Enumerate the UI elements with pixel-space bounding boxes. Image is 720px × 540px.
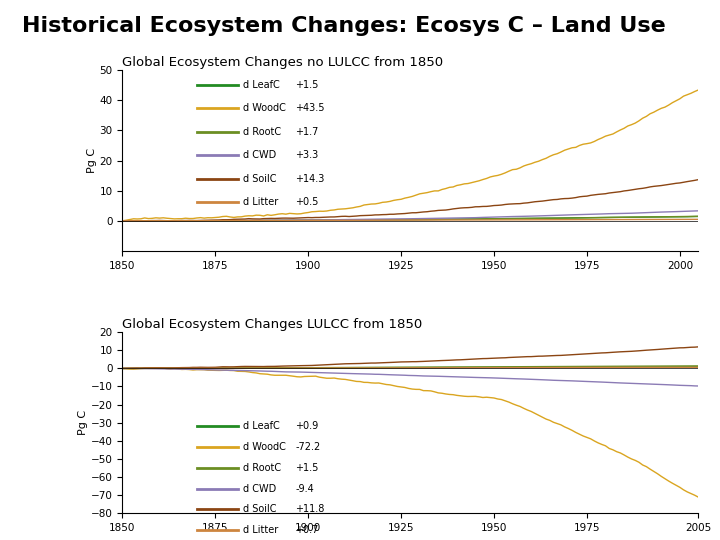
Text: d RootC: d RootC <box>243 127 282 137</box>
Text: d SoilC: d SoilC <box>243 174 277 184</box>
Text: d Litter: d Litter <box>243 197 279 207</box>
Text: -72.2: -72.2 <box>295 442 320 452</box>
Text: +3.3: +3.3 <box>295 150 318 160</box>
Text: -9.4: -9.4 <box>295 484 314 494</box>
Y-axis label: Pg C: Pg C <box>87 148 96 173</box>
Text: Global Ecosystem Changes LULCC from 1850: Global Ecosystem Changes LULCC from 1850 <box>122 318 423 331</box>
Text: d CWD: d CWD <box>243 484 276 494</box>
Y-axis label: Pg C: Pg C <box>78 410 88 435</box>
Text: +11.8: +11.8 <box>295 504 325 515</box>
Text: +0.7: +0.7 <box>295 525 318 535</box>
Text: d LeafC: d LeafC <box>243 80 280 90</box>
Text: +0.9: +0.9 <box>295 421 318 431</box>
Text: +1.5: +1.5 <box>295 463 318 473</box>
Text: Global Ecosystem Changes no LULCC from 1850: Global Ecosystem Changes no LULCC from 1… <box>122 56 444 69</box>
Text: d Litter: d Litter <box>243 525 279 535</box>
Text: d WoodC: d WoodC <box>243 103 287 113</box>
Text: +14.3: +14.3 <box>295 174 325 184</box>
Text: +1.7: +1.7 <box>295 127 318 137</box>
Text: d RootC: d RootC <box>243 463 282 473</box>
Text: d LeafC: d LeafC <box>243 421 280 431</box>
Text: Historical Ecosystem Changes: Ecosys C – Land Use: Historical Ecosystem Changes: Ecosys C –… <box>22 16 665 36</box>
Text: d CWD: d CWD <box>243 150 276 160</box>
Text: d SoilC: d SoilC <box>243 504 277 515</box>
Text: +1.5: +1.5 <box>295 80 318 90</box>
Text: d WoodC: d WoodC <box>243 442 287 452</box>
Text: +43.5: +43.5 <box>295 103 325 113</box>
Text: +0.5: +0.5 <box>295 197 318 207</box>
